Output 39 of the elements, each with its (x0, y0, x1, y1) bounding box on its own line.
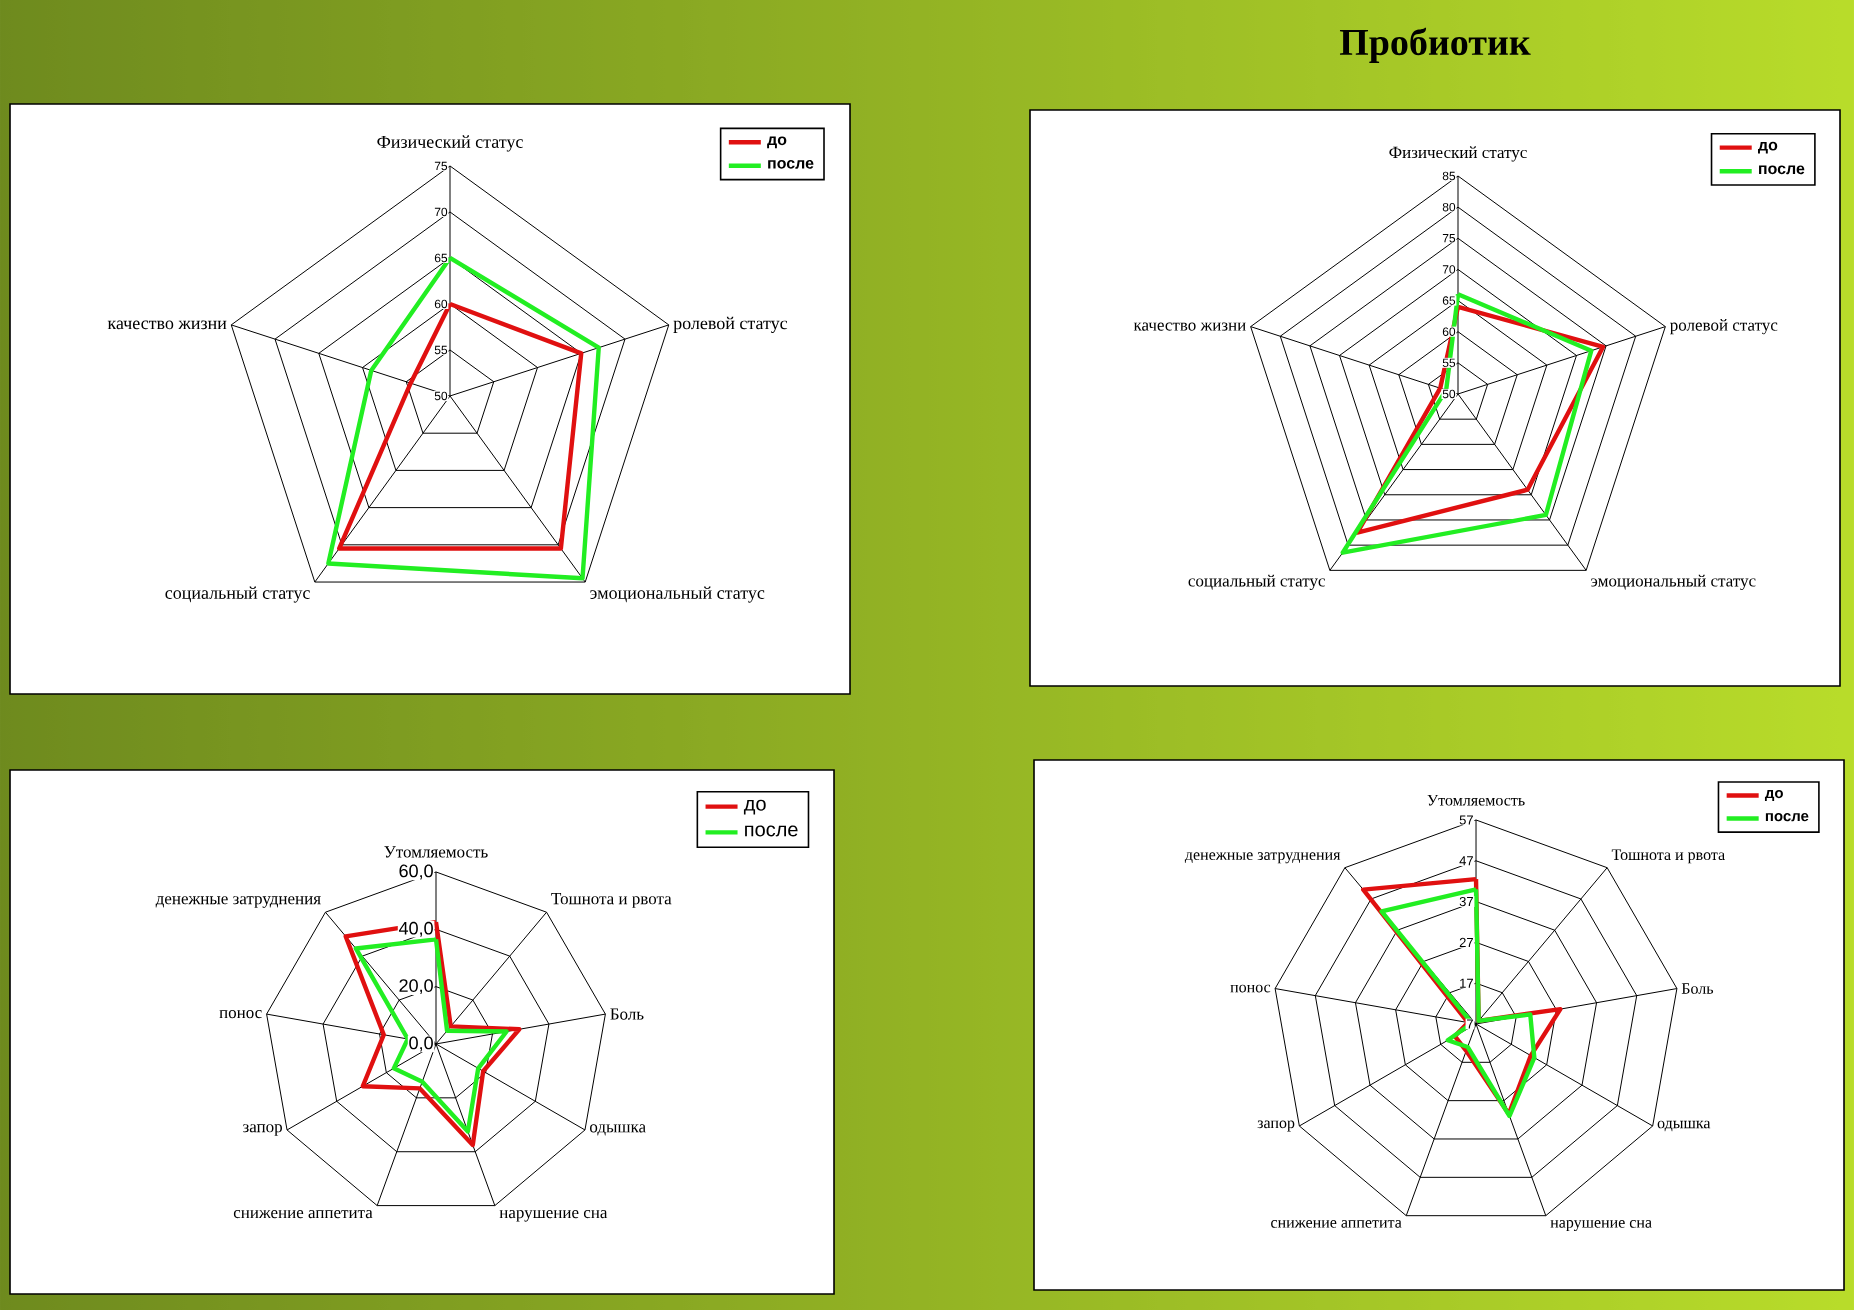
legend-label: до (1758, 141, 1778, 154)
spoke-label: запор (1257, 1120, 1295, 1132)
spoke-label: Утомляемость (1427, 794, 1525, 806)
chart-title: Пробиотик (1339, 27, 1531, 63)
spoke-label: запор (242, 1124, 282, 1136)
spoke-label: эмоциональный статус (1591, 574, 1756, 591)
spoke-label: одышка (590, 1124, 646, 1136)
legend-label: после (745, 825, 798, 837)
spoke-label: Физический статус (1389, 146, 1527, 162)
spoke-label: Боль (610, 1008, 644, 1020)
y-tick-label: 60,0 (399, 864, 433, 880)
spoke-label: снижение аппетита (1271, 1220, 1402, 1228)
spoke-label: ролевой статус (1670, 318, 1778, 335)
spoke-label: одышка (1657, 1120, 1711, 1132)
spoke-label: ролевой статус (673, 316, 788, 334)
spoke-label: Тошнота и рвота (1611, 849, 1725, 864)
y-tick-label: 0,0 (409, 1036, 433, 1052)
spoke-label: понос (219, 1010, 262, 1019)
spoke-label: социальный статус (1188, 574, 1325, 591)
spoke-label: эмоциональный статус (590, 586, 765, 603)
legend-label: до (767, 136, 787, 149)
y-tick-label: 40,0 (398, 921, 433, 937)
spoke-label: снижение аппетита (233, 1210, 373, 1219)
legend-label: до (743, 799, 766, 815)
spoke-label: Физический статус (377, 135, 523, 152)
spoke-label: социальный статус (165, 586, 310, 603)
spoke-label: Тошнота и рвота (551, 893, 672, 908)
spoke-label: нарушение сна (499, 1210, 608, 1222)
spoke-label: качество жизни (1133, 322, 1246, 331)
legend-label: после (1759, 165, 1805, 175)
spoke-label: понос (1230, 984, 1271, 993)
spoke-label: качество жизни (107, 320, 227, 330)
y-tick-label: 20,0 (399, 979, 433, 995)
spoke-label: денежные затруднения (155, 896, 321, 908)
legend-label: после (768, 159, 814, 169)
spoke-label: Боль (1681, 983, 1714, 994)
spoke-label: нарушение сна (1550, 1220, 1652, 1232)
spoke-label: денежные затруднения (1184, 852, 1341, 864)
spoke-label: Утомляемость (384, 846, 488, 858)
